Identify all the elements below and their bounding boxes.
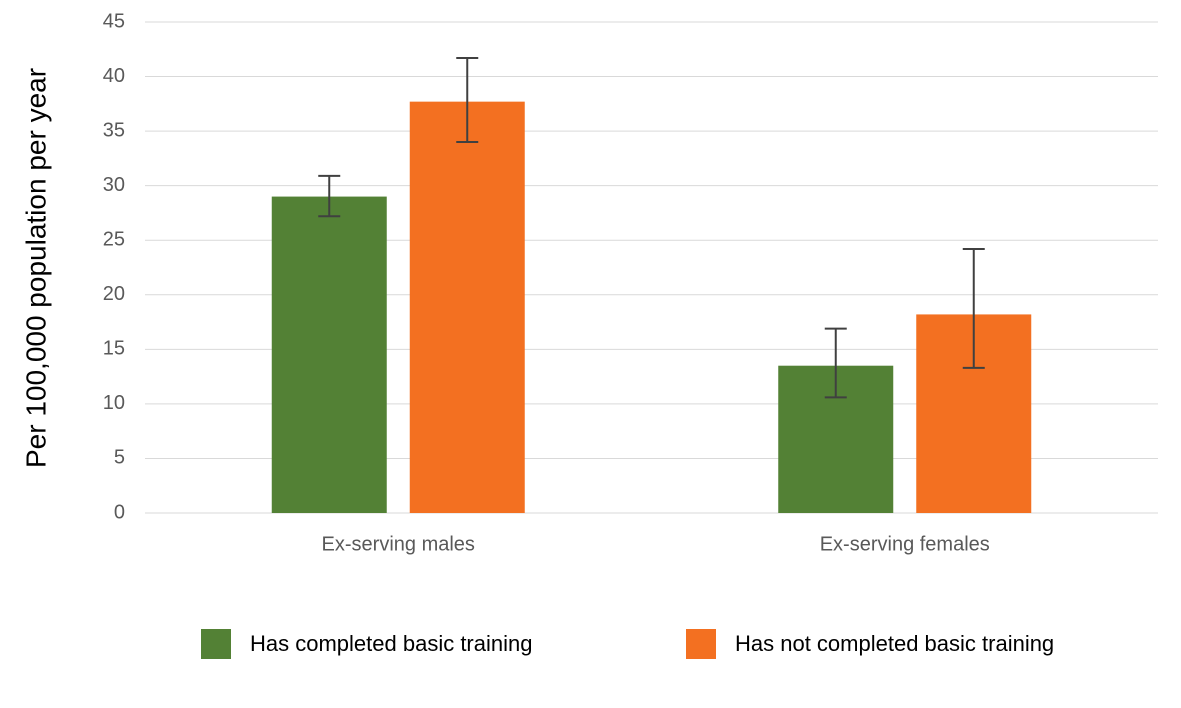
bar: [409, 101, 525, 513]
y-tick-label: 10: [103, 392, 125, 414]
y-tick-label: 45: [103, 10, 125, 32]
y-tick-label: 25: [103, 229, 125, 251]
error-bar: [962, 247, 985, 369]
error-bar: [456, 57, 479, 144]
x-tick-label: Ex-serving females: [820, 533, 990, 555]
legend-label: Has not completed basic training: [735, 631, 1054, 656]
y-axis-label: Per 100,000 population per year: [20, 68, 51, 468]
y-tick-label: 5: [114, 447, 125, 469]
legend-swatch: [201, 629, 231, 659]
y-tick-label: 35: [103, 119, 125, 141]
legend-swatch: [686, 629, 716, 659]
y-tick-label: 15: [103, 338, 125, 360]
legend-label: Has completed basic training: [250, 631, 532, 656]
y-tick-label: 30: [103, 174, 125, 196]
y-tick-label: 0: [114, 501, 125, 523]
y-tick-label: 20: [103, 283, 125, 305]
error-bar: [318, 174, 341, 218]
error-bar: [824, 327, 847, 399]
bar: [271, 196, 387, 514]
y-tick-label: 40: [103, 65, 125, 87]
x-tick-label: Ex-serving males: [322, 533, 475, 555]
